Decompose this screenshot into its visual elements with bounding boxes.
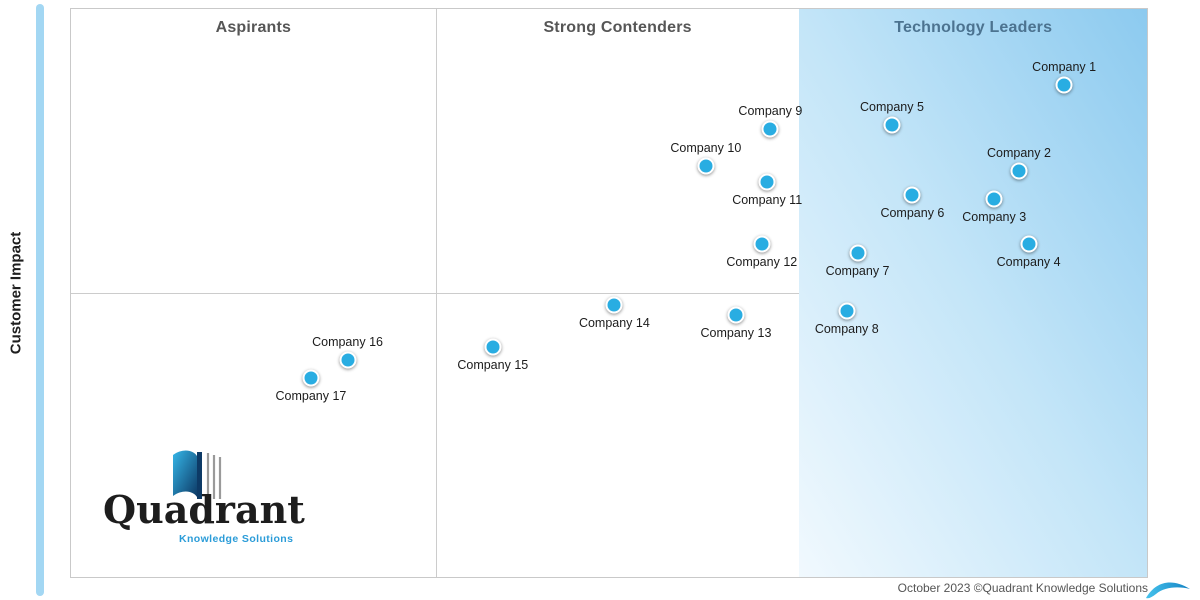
point-dot (302, 369, 320, 387)
section-header-aspirants: Aspirants (215, 19, 292, 36)
corner-swoosh-icon (1146, 582, 1190, 599)
point-dot (849, 244, 867, 262)
book-icon (173, 450, 222, 499)
section-divider-horizontal (71, 293, 800, 294)
point-label: Company 8 (814, 322, 879, 337)
point-dot (758, 173, 776, 191)
point-dot (753, 235, 771, 253)
logo-tagline: Knowledge Solutions (179, 533, 294, 545)
point-label: Company 17 (275, 388, 347, 403)
point-dot (1010, 162, 1028, 180)
point-dot (605, 296, 623, 314)
left-accent-bar (36, 4, 44, 596)
point-dot (484, 338, 502, 356)
point-label: Company 16 (312, 335, 383, 350)
point-label: Company 15 (457, 357, 529, 372)
point-label: Company 3 (962, 210, 1027, 225)
point-label: Company 6 (880, 206, 945, 221)
footer-credit: October 2023 ©Quadrant Knowledge Solutio… (897, 581, 1148, 595)
plot-area: Aspirants Strong Contenders Technology L… (70, 8, 1148, 578)
logo-wordmark: Quadrant (103, 487, 305, 532)
point-label: Company 2 (986, 146, 1051, 161)
point-label: Company 11 (732, 192, 803, 207)
y-axis-label: Customer Impact (7, 231, 25, 355)
point-label: Company 10 (670, 141, 742, 156)
point-label: Company 9 (738, 104, 803, 119)
point-dot (697, 157, 715, 175)
point-dot (1055, 76, 1073, 94)
point-dot (1020, 235, 1038, 253)
point-dot (761, 120, 779, 138)
quadrant-logo: Quadrant Knowledge Solutions (103, 447, 333, 557)
point-dot (985, 190, 1003, 208)
point-label: Company 13 (700, 326, 772, 341)
point-dot (727, 306, 745, 324)
section-header-strong-contenders: Strong Contenders (543, 19, 692, 36)
point-label: Company 7 (825, 264, 890, 279)
point-dot (339, 351, 357, 369)
point-dot (903, 186, 921, 204)
point-label: Company 4 (996, 255, 1061, 270)
point-dot (883, 116, 901, 134)
section-header-technology-leaders: Technology Leaders (894, 19, 1053, 36)
point-label: Company 5 (860, 100, 924, 115)
point-label: Company 12 (726, 255, 798, 270)
point-dot (838, 302, 856, 320)
point-label: Company 1 (1032, 59, 1097, 74)
technology-leaders-zone (799, 9, 1147, 577)
point-label: Company 14 (578, 315, 650, 330)
